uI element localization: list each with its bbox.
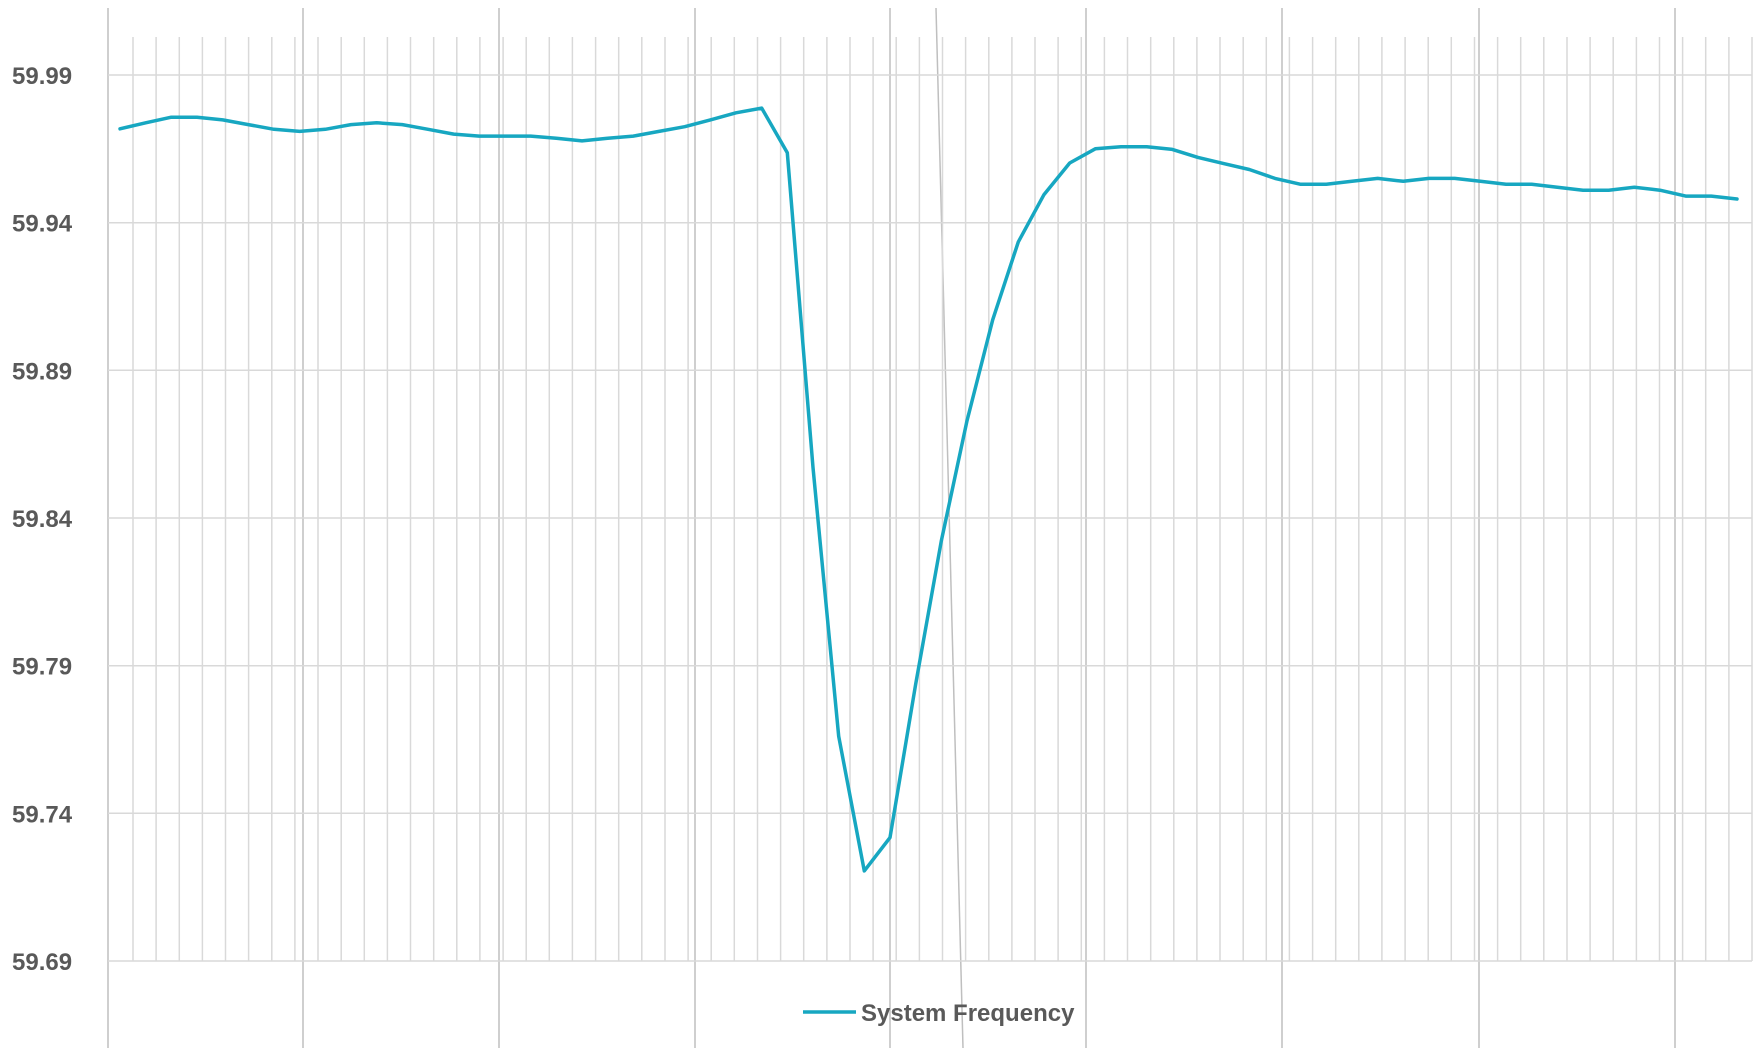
series-layer (118, 106, 1739, 873)
y-tick-label: 59.94 (12, 211, 73, 238)
legend: System Frequency (803, 1000, 1075, 1027)
y-tick-label: 59.74 (12, 801, 73, 828)
slanted-reference-line (935, 7, 964, 1049)
y-tick-label: 59.69 (12, 949, 72, 976)
y-tick-label: 59.84 (12, 506, 73, 533)
legend-label: System Frequency (861, 1000, 1075, 1027)
horizontal-gridlines (108, 74, 1752, 962)
minor-vertical-gridlines (132, 37, 1753, 961)
series-line-system-frequency (118, 106, 1739, 873)
major-vertical-gridlines (107, 7, 1676, 1049)
y-tick-label: 59.89 (12, 358, 72, 385)
y-tick-label: 59.79 (12, 654, 72, 681)
y-axis-tick-labels: 59.99 59.94 59.89 59.84 59.79 59.74 59.69 (12, 63, 73, 976)
y-tick-label: 59.99 (12, 63, 72, 90)
